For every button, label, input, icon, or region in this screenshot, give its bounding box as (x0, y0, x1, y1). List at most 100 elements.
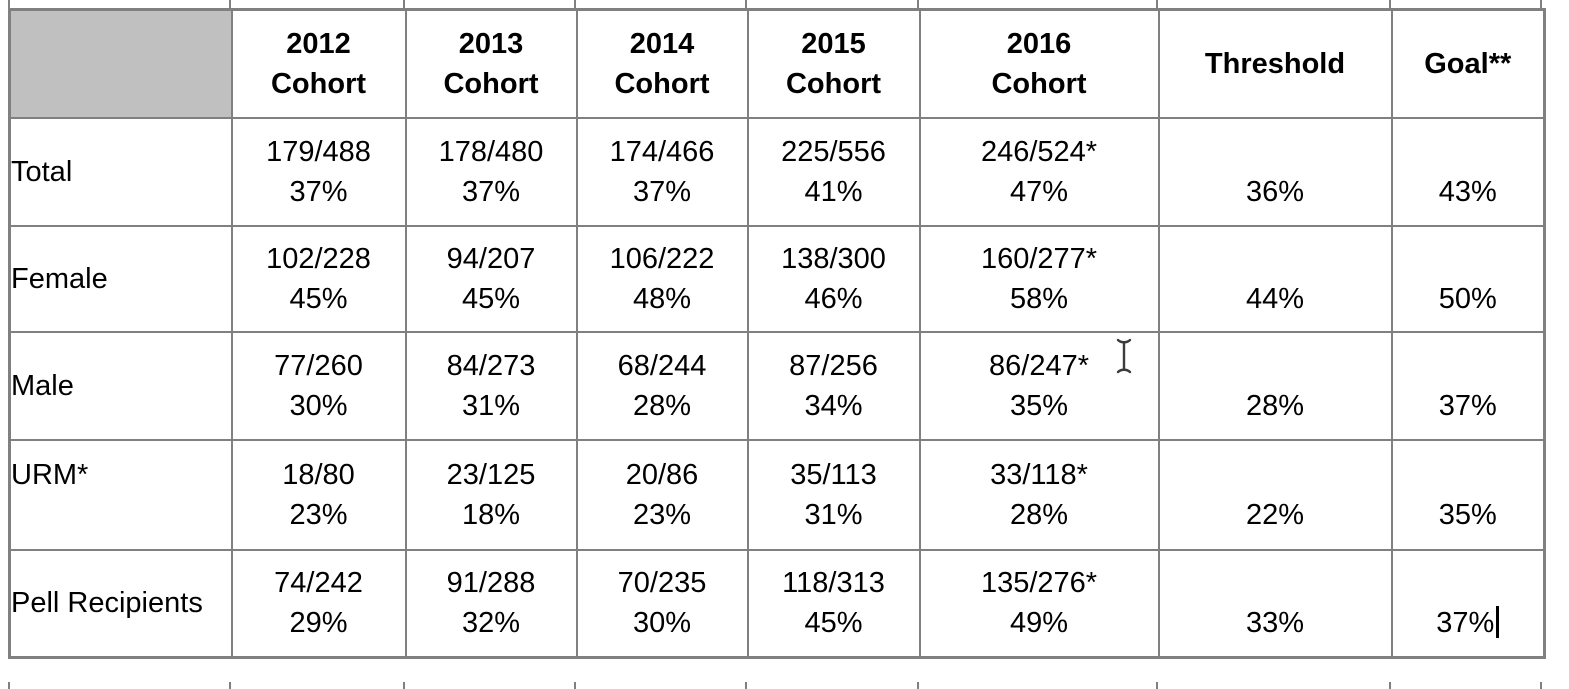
table-row: Total 179/488 37% 178/480 37% 174/466 37% 225/5… (8, 116, 1546, 227)
percent-text: 49% (1009, 607, 1069, 640)
cohort-cell[interactable]: 91/288 32% (404, 548, 578, 659)
goal-cell[interactable]: 50% (1390, 224, 1546, 333)
percent-text: 23% (289, 498, 348, 531)
fraction-text: 102/228 (266, 242, 371, 275)
column-header-cohort-2012[interactable]: 2012 Cohort (230, 8, 407, 119)
row-label-cell[interactable]: Male (8, 330, 233, 441)
percent-text: 28% (1009, 498, 1069, 531)
table-row: URM* 18/80 23% 23/125 18% 20/86 23% 35/113 31% 33… (8, 438, 1546, 551)
cohort-cell[interactable]: 102/228 45% (230, 224, 407, 333)
threshold-cell[interactable]: 28% (1157, 330, 1393, 441)
percent-text: 30% (289, 389, 348, 422)
column-header-goal[interactable]: Goal** (1390, 8, 1546, 119)
column-header-cohort-2015[interactable]: 2015 Cohort (746, 8, 921, 119)
cohort-cell[interactable]: 23/125 18% (404, 438, 578, 551)
percent-text: 37% (289, 175, 348, 208)
cohort-cell[interactable]: 77/260 30% (230, 330, 407, 441)
row-label-text: Male (11, 369, 74, 402)
goal-cell[interactable]: 35% (1390, 438, 1546, 551)
cohort-cell[interactable]: 225/556 41% (746, 116, 921, 227)
column-header-cohort-2014[interactable]: 2014 Cohort (575, 8, 749, 119)
empty-line (1161, 132, 1390, 172)
empty-line (1161, 239, 1390, 279)
header-text: Cohort (443, 67, 539, 100)
goal-cell[interactable]: 43% (1390, 116, 1546, 227)
cohort-cell[interactable]: 68/244 28% (575, 330, 749, 441)
cohort-cell[interactable]: 106/222 48% (575, 224, 749, 333)
cohort-cell[interactable]: 86/247* 35% (918, 330, 1160, 441)
row-label-text: Total (11, 155, 73, 188)
row-label-text: Pell Recipients (11, 587, 203, 620)
goal-value: 37% (1394, 603, 1543, 643)
goal-text: 50% (1438, 282, 1497, 315)
threshold-cell[interactable]: 44% (1157, 224, 1393, 333)
threshold-value: 28% (1161, 386, 1390, 426)
cohort-cell[interactable]: 246/524* 47% (918, 116, 1160, 227)
fraction-text: 118/313 (782, 567, 885, 600)
row-boundary-tick (1389, 682, 1391, 689)
percent-text: 28% (632, 389, 692, 422)
column-header-cohort-2013[interactable]: 2013 Cohort (404, 8, 578, 119)
cohort-cell[interactable]: 74/242 29% (230, 548, 407, 659)
row-boundary-tick (229, 0, 231, 8)
fraction-text: 68/244 (617, 349, 707, 382)
header-text: 2014 (629, 27, 695, 60)
row-boundary-tick (1156, 682, 1158, 689)
cohort-cell[interactable]: 87/256 34% (746, 330, 921, 441)
column-header-threshold[interactable]: Threshold (1157, 8, 1393, 119)
fraction-text: 94/207 (446, 242, 536, 275)
threshold-text: 22% (1245, 498, 1305, 531)
row-label-cell[interactable]: Female (8, 224, 233, 333)
row-boundary-tick (917, 0, 919, 8)
row-boundary-tick (1540, 682, 1542, 689)
cohort-cell[interactable]: 135/276* 49% (918, 548, 1160, 659)
header-text: Cohort (785, 67, 882, 100)
threshold-cell[interactable]: 33% (1157, 548, 1393, 659)
cohort-cell[interactable]: 33/118* 28% (918, 438, 1160, 551)
cohort-cell[interactable]: 70/235 30% (575, 548, 749, 659)
threshold-cell[interactable]: 36% (1157, 116, 1393, 227)
row-boundary-tick (403, 682, 405, 689)
table-row: Male 77/260 30% 84/273 31% 68/244 28% 87/256 34%… (8, 330, 1546, 441)
header-text: 2013 (458, 27, 524, 60)
goal-cell[interactable]: 37% (1390, 548, 1546, 659)
row-boundary-tick (745, 0, 747, 8)
percent-text: 31% (461, 389, 521, 422)
percent-text: 45% (289, 282, 348, 315)
cohort-cell[interactable]: 18/80 23% (230, 438, 407, 551)
row-label-cell[interactable]: Pell Recipients (8, 548, 233, 659)
corner-cell[interactable] (8, 8, 233, 119)
cohort-cell[interactable]: 35/113 31% (746, 438, 921, 551)
threshold-cell[interactable]: 22% (1157, 438, 1393, 551)
goal-text: 43% (1438, 175, 1497, 208)
threshold-value: 22% (1161, 495, 1390, 535)
fraction-text: 160/277* (980, 242, 1098, 275)
goal-text: 35% (1438, 498, 1497, 531)
row-boundary-tick (229, 682, 231, 689)
fraction-text: 18/80 (282, 458, 355, 491)
row-label-cell[interactable]: URM* (8, 438, 233, 551)
cohort-cell[interactable]: 94/207 45% (404, 224, 578, 333)
goal-cell[interactable]: 37% (1390, 330, 1546, 441)
fraction-text: 33/118* (990, 458, 1088, 491)
cohort-cell[interactable]: 160/277* 58% (918, 224, 1160, 333)
cohort-cell[interactable]: 118/313 45% (746, 548, 921, 659)
row-boundary-tick (574, 0, 576, 8)
cohort-cell[interactable]: 178/480 37% (404, 116, 578, 227)
fraction-text: 86/247* (989, 349, 1089, 382)
cohort-cell[interactable]: 84/273 31% (404, 330, 578, 441)
goal-value: 43% (1394, 172, 1543, 212)
cohort-cell[interactable]: 179/488 37% (230, 116, 407, 227)
column-header-cohort-2016[interactable]: 2016 Cohort (918, 8, 1160, 119)
cohort-cell[interactable]: 20/86 23% (575, 438, 749, 551)
cohort-cell[interactable]: 138/300 46% (746, 224, 921, 333)
percent-text: 46% (804, 282, 863, 315)
row-label-cell[interactable]: Total (8, 116, 233, 227)
table-row: Female 102/228 45% 94/207 45% 106/222 48% 138/3… (8, 224, 1546, 333)
percent-text: 37% (632, 175, 692, 208)
threshold-value: 33% (1161, 603, 1390, 643)
row-boundary-tick (745, 682, 747, 689)
percent-text: 45% (804, 607, 863, 640)
cohort-cell[interactable]: 174/466 37% (575, 116, 749, 227)
header-text: 2016 (1006, 27, 1072, 60)
